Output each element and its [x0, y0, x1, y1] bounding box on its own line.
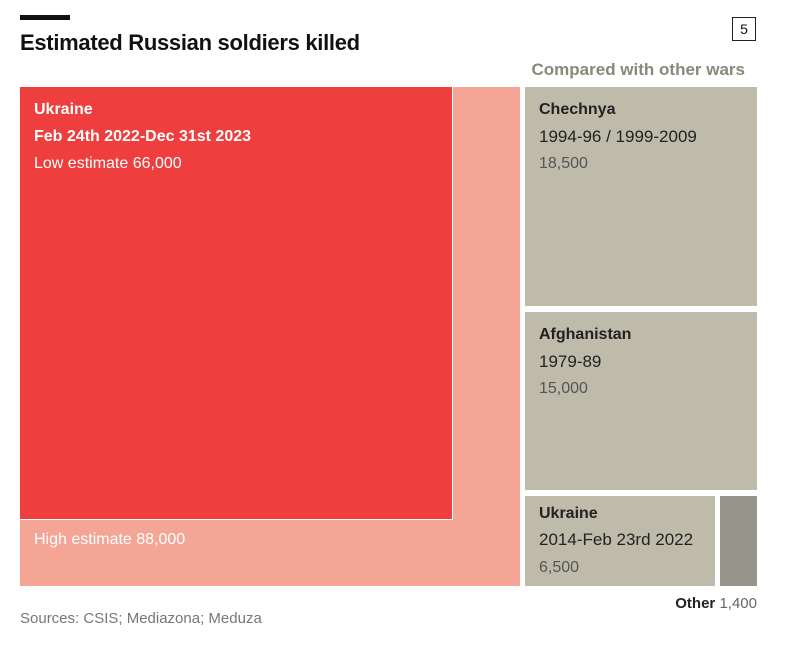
ukraine-low-estimate-label: Low estimate 66,000 [34, 155, 182, 172]
chechnya-label: Chechnya [539, 101, 616, 118]
afghanistan-value: 15,000 [539, 380, 588, 397]
chechnya-period: 1994-96 / 1999-2009 [539, 127, 697, 146]
ukraine-2014-block: Ukraine 2014-Feb 23rd 2022 6,500 [525, 496, 715, 586]
chart-number-badge: 5 [732, 17, 756, 41]
afghanistan-period: 1979-89 [539, 352, 602, 371]
ukraine-war-label: Ukraine [34, 101, 93, 118]
ukraine-2014-period: 2014-Feb 23rd 2022 [539, 530, 694, 549]
afghanistan-label: Afghanistan [539, 326, 632, 343]
ukraine-high-estimate-label: High estimate 88,000 [34, 531, 186, 548]
chechnya-block: Chechnya 1994-96 / 1999-2009 18,500 [525, 87, 757, 306]
ukraine-low-estimate-block: Ukraine Feb 24th 2022-Dec 31st 2023 Low … [20, 87, 453, 520]
header-rule [20, 15, 70, 20]
ukraine-2014-value: 6,500 [539, 559, 580, 576]
afghanistan-block: Afghanistan 1979-89 15,000 [525, 312, 757, 490]
ukraine-war-period: Feb 24th 2022-Dec 31st 2023 [34, 128, 252, 145]
sources-note: Sources: CSIS; Mediazona; Meduza [20, 610, 262, 627]
chechnya-value: 18,500 [539, 155, 588, 172]
other-label: Other [675, 595, 716, 612]
other-label-group: Other 1,400 [675, 595, 757, 612]
other-block [720, 496, 757, 586]
comparison-subtitle: Compared with other wars [531, 60, 745, 79]
chart-title: Estimated Russian soldiers killed [20, 30, 360, 55]
ukraine-2014-label: Ukraine [539, 505, 598, 522]
other-value: 1,400 [719, 595, 757, 612]
